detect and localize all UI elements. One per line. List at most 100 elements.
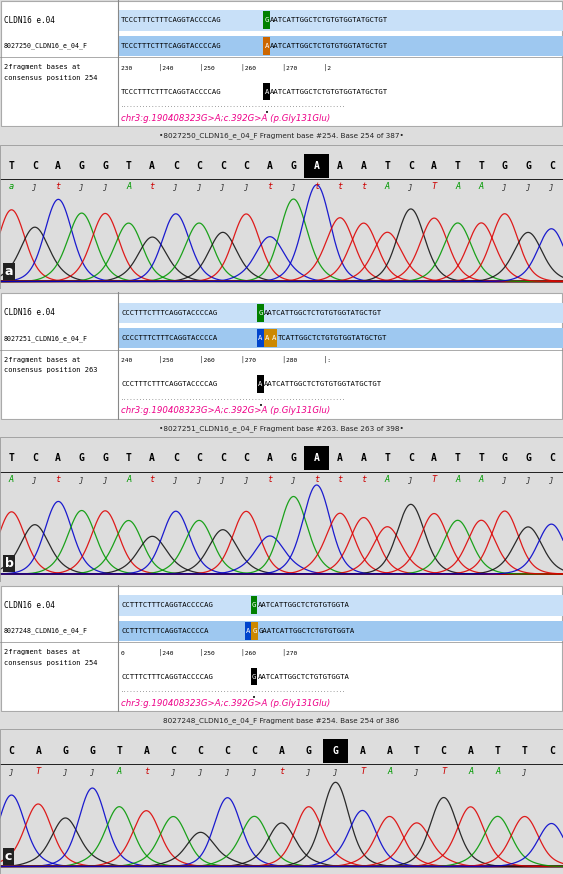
Text: G: G xyxy=(253,628,257,634)
Text: t: t xyxy=(314,182,319,191)
Text: 8027248_CLDN16_e_04_F: 8027248_CLDN16_e_04_F xyxy=(4,628,88,635)
Text: CLDN16 e.04: CLDN16 e.04 xyxy=(4,309,55,317)
Text: AATCATTGGCTCTGTGTGGTATGCTGT: AATCATTGGCTCTGTGTGGTATGCTGT xyxy=(264,310,382,316)
Text: TCCCTTTCTTTCAGGTACCCCAG: TCCCTTTCTTTCAGGTACCCCAG xyxy=(121,43,222,49)
Text: C: C xyxy=(252,746,257,756)
Text: A: A xyxy=(431,454,437,463)
Text: A: A xyxy=(455,475,461,483)
Text: b: b xyxy=(5,557,14,570)
Text: A: A xyxy=(337,454,343,463)
Text: CCTTTCTTTCAGGTACCCCAG: CCTTTCTTTCAGGTACCCCAG xyxy=(121,602,213,608)
Text: G: G xyxy=(306,746,311,756)
Bar xyxy=(263,329,270,347)
Text: chr3:g.190408323G>A;c.392G>A (p.Gly131Glu): chr3:g.190408323G>A;c.392G>A (p.Gly131Gl… xyxy=(121,698,330,708)
Text: T: T xyxy=(117,746,122,756)
Text: TCCCTTTCTTTCAGGTACCCCAG: TCCCTTTCTTTCAGGTACCCCAG xyxy=(121,88,222,94)
Text: GAATCATTGGCTCTGTGTGGTA: GAATCATTGGCTCTGTGTGGTA xyxy=(258,628,355,634)
Text: ȷ: ȷ xyxy=(90,767,95,776)
Bar xyxy=(263,83,270,101)
Text: T: T xyxy=(479,454,484,463)
Text: G: G xyxy=(79,454,84,463)
Text: C: C xyxy=(408,161,414,170)
Text: C: C xyxy=(549,161,555,170)
Bar xyxy=(118,10,563,31)
Text: 240       │250       │260       │270       │280       │:: 240 │250 │260 │270 │280 │: xyxy=(121,357,331,364)
Text: chr3:g.190408323G>A;c.392G>A (p.Gly131Glu): chr3:g.190408323G>A;c.392G>A (p.Gly131Gl… xyxy=(121,406,330,415)
Text: G: G xyxy=(291,161,296,170)
Text: C: C xyxy=(196,161,202,170)
Text: A: A xyxy=(279,746,284,756)
Text: A: A xyxy=(479,475,484,483)
Text: C: C xyxy=(441,746,446,756)
Text: ȷ: ȷ xyxy=(244,475,249,483)
Text: T: T xyxy=(522,746,528,756)
Text: ȷ: ȷ xyxy=(220,475,225,483)
Text: T: T xyxy=(385,454,390,463)
Text: ȷ: ȷ xyxy=(173,182,178,191)
Text: A: A xyxy=(385,475,390,483)
Text: C: C xyxy=(220,454,226,463)
Text: T: T xyxy=(455,454,461,463)
Text: T: T xyxy=(432,475,437,483)
Text: ........................................................................: ........................................… xyxy=(121,103,346,108)
Text: A: A xyxy=(361,454,367,463)
Text: AATCATTGGCTCTGTGTGGTA: AATCATTGGCTCTGTGTGGTA xyxy=(258,602,350,608)
Text: TCCCTTTCTTTCAGGTACCCCAG: TCCCTTTCTTTCAGGTACCCCAG xyxy=(121,17,222,24)
Text: ȷ: ȷ xyxy=(502,182,507,191)
Text: t: t xyxy=(361,182,367,191)
Bar xyxy=(118,302,563,323)
Text: C: C xyxy=(32,454,38,463)
Text: ȷ: ȷ xyxy=(408,182,413,191)
Text: A: A xyxy=(385,182,390,191)
Text: A: A xyxy=(126,182,131,191)
Text: T: T xyxy=(8,454,14,463)
Text: ȷ: ȷ xyxy=(198,767,203,776)
Text: t: t xyxy=(150,475,155,483)
Text: 2fragment bases at: 2fragment bases at xyxy=(4,65,81,71)
Text: 0         │240       │250       │260       │270: 0 │240 │250 │260 │270 xyxy=(121,649,297,656)
Text: ȷ: ȷ xyxy=(196,182,202,191)
Text: t: t xyxy=(56,475,61,483)
Text: A: A xyxy=(495,767,501,776)
Text: T: T xyxy=(35,767,41,776)
Text: C: C xyxy=(408,454,414,463)
Text: C: C xyxy=(220,161,226,170)
Text: 8027251_CLDN16_e_04_F: 8027251_CLDN16_e_04_F xyxy=(4,335,88,342)
Text: ȷ: ȷ xyxy=(62,767,68,776)
Text: A: A xyxy=(361,161,367,170)
Text: T: T xyxy=(432,182,437,191)
Bar xyxy=(323,739,348,762)
Bar xyxy=(263,11,270,29)
Bar xyxy=(118,595,563,615)
Text: consensus position 254: consensus position 254 xyxy=(4,74,97,80)
Text: A: A xyxy=(35,746,41,756)
Text: ȷ: ȷ xyxy=(244,182,249,191)
Text: A: A xyxy=(468,746,473,756)
Text: A: A xyxy=(144,746,149,756)
Text: AATCATTGGCTCTGTGTGGTA: AATCATTGGCTCTGTGTGGTA xyxy=(258,674,350,680)
Text: CCTTTCTTTCAGGTACCCCAG: CCTTTCTTTCAGGTACCCCAG xyxy=(121,674,213,680)
Bar xyxy=(244,622,251,640)
Text: t: t xyxy=(56,182,61,191)
Text: A: A xyxy=(265,43,269,49)
Text: T: T xyxy=(495,746,501,756)
Text: ȷ: ȷ xyxy=(291,182,296,191)
Text: •: • xyxy=(258,403,262,409)
Text: ȷ: ȷ xyxy=(220,182,225,191)
Text: t: t xyxy=(267,475,272,483)
Text: ȷ: ȷ xyxy=(502,475,507,483)
Text: G: G xyxy=(102,161,108,170)
Text: G: G xyxy=(79,161,84,170)
Text: ȷ: ȷ xyxy=(414,767,419,776)
Bar xyxy=(251,622,258,640)
Text: CLDN16 e.04: CLDN16 e.04 xyxy=(4,600,55,610)
Text: A: A xyxy=(8,475,14,483)
Bar xyxy=(257,375,263,393)
Text: C: C xyxy=(549,746,555,756)
Text: 2fragment bases at: 2fragment bases at xyxy=(4,649,81,656)
Text: ȷ: ȷ xyxy=(526,182,531,191)
Text: A: A xyxy=(314,161,320,170)
Text: ȷ: ȷ xyxy=(291,475,296,483)
Text: 8027250_CLDN16_e_04_F: 8027250_CLDN16_e_04_F xyxy=(4,43,88,49)
Text: ȷ: ȷ xyxy=(196,475,202,483)
